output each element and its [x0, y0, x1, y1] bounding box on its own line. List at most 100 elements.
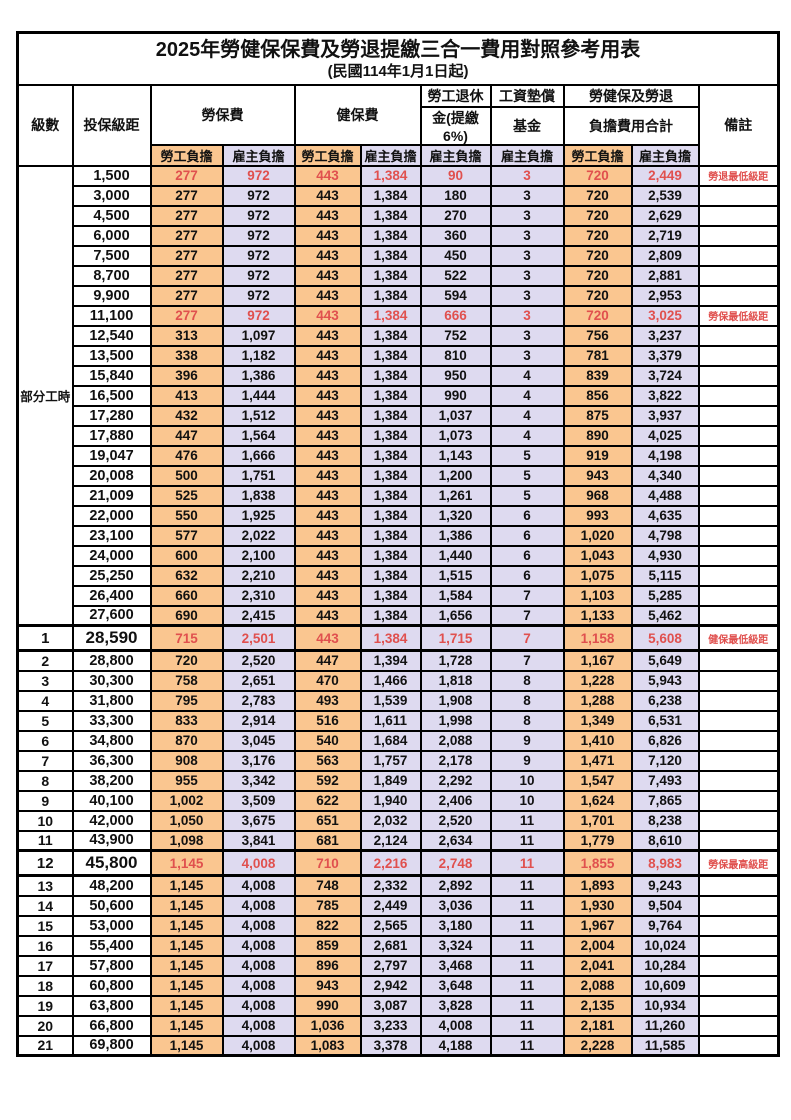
cell-health-fee-employer: 1,384	[359, 164, 422, 187]
cell-labor-fee-employee: 1,145	[149, 974, 224, 997]
cell-health-fee-employee: 443	[293, 244, 362, 267]
cell-labor-fee-employee: 277	[149, 204, 224, 227]
cell-total-employer: 6,826	[630, 729, 700, 752]
cell-wage-fund-employer: 11	[489, 954, 565, 977]
cell-wage-fund-employer: 3	[489, 304, 565, 327]
subheader-labor-employer-share: 雇主負擔	[221, 143, 296, 167]
col-header-health-insurance: 健保費	[293, 83, 422, 146]
cell-remark	[697, 1034, 780, 1057]
cell-wage-fund-employer: 11	[489, 849, 565, 877]
cell-wage-fund-employer: 7	[489, 584, 565, 607]
header-row-groups: 級數 投保級距 勞保費 健保費 勞工退休 工資墊償 勞健保及勞退 備註	[16, 83, 780, 167]
cell-labor-fee-employer: 2,022	[221, 524, 296, 547]
cell-health-fee-employer: 1,384	[359, 324, 422, 347]
cell-total-employee: 1,228	[562, 669, 633, 692]
cell-bracket: 15,840	[71, 364, 152, 387]
cell-labor-fee-employee: 1,145	[149, 1014, 224, 1037]
cell-labor-fee-employee: 277	[149, 304, 224, 327]
cell-health-fee-employee: 592	[293, 769, 362, 792]
cell-bracket: 28,800	[71, 649, 152, 672]
cell-pension-employer: 2,748	[419, 849, 492, 877]
cell-health-fee-employee: 443	[293, 444, 362, 467]
col-header-level: 級數	[16, 83, 74, 167]
cell-labor-fee-employer: 4,008	[221, 914, 296, 937]
table-row: 14 50,600 1,145 4,008 785 2,449 3,036 11 1,930 9,…	[16, 894, 780, 917]
cell-health-fee-employee: 443	[293, 524, 362, 547]
cell-health-fee-employer: 1,384	[359, 484, 422, 507]
cell-pension-employer: 3,324	[419, 934, 492, 957]
table-row: 7,500 277 972 443 1,384 450 3 720 2,809	[18, 244, 780, 267]
subheader-pension-employer-share: 雇主負擔	[419, 143, 492, 167]
cell-total-employer: 5,115	[630, 564, 700, 587]
cell-total-employer: 9,504	[630, 894, 700, 917]
cell-wage-fund-employer: 6	[489, 564, 565, 587]
cell-total-employer: 7,493	[630, 769, 700, 792]
cell-wage-fund-employer: 3	[489, 224, 565, 247]
cell-labor-fee-employer: 972	[221, 164, 296, 187]
cell-level: 5	[16, 709, 74, 732]
cell-total-employee: 1,020	[562, 524, 633, 547]
cell-pension-employer: 2,892	[419, 874, 492, 897]
cell-remark	[697, 544, 780, 567]
cell-labor-fee-employer: 3,675	[221, 809, 296, 832]
cell-total-employer: 2,953	[630, 284, 700, 307]
cell-pension-employer: 3,036	[419, 894, 492, 917]
cell-remark: 勞保最低級距	[697, 304, 780, 327]
cell-labor-fee-employer: 3,509	[221, 789, 296, 812]
cell-remark	[697, 994, 780, 1017]
cell-total-employer: 10,609	[630, 974, 700, 997]
cell-pension-employer: 4,188	[419, 1034, 492, 1057]
cell-wage-fund-employer: 4	[489, 424, 565, 447]
cell-total-employee: 1,349	[562, 709, 633, 732]
cell-bracket: 38,200	[71, 769, 152, 792]
cell-labor-fee-employer: 1,444	[221, 384, 296, 407]
cell-labor-fee-employer: 2,415	[221, 604, 296, 627]
cell-remark	[697, 974, 780, 997]
sheet: 2025年勞健保保費及勞退提繳三合一費用對照參考用表 (民國114年1月1日起)…	[16, 31, 781, 1057]
table-row: 4 31,800 795 2,783 493 1,539 1,908 8 1,288 6,238	[16, 689, 780, 712]
col-header-wage-fund-line1: 工資墊償	[489, 83, 565, 108]
table-row: 17,880 447 1,564 443 1,384 1,073 4 890 4,025	[18, 424, 780, 447]
cell-total-employee: 856	[562, 384, 633, 407]
cell-health-fee-employer: 2,449	[359, 894, 422, 917]
cell-remark	[697, 1014, 780, 1037]
cell-total-employee: 781	[562, 344, 633, 367]
cell-health-fee-employer: 1,384	[359, 504, 422, 527]
table-row: 5 33,300 833 2,914 516 1,611 1,998 8 1,349 6,531	[16, 709, 780, 732]
cell-wage-fund-employer: 7	[489, 649, 565, 672]
cell-bracket: 21,009	[71, 484, 152, 507]
cell-bracket: 19,047	[71, 444, 152, 467]
cell-bracket: 28,590	[71, 624, 152, 652]
cell-health-fee-employer: 2,565	[359, 914, 422, 937]
cell-level: 15	[16, 914, 74, 937]
cell-total-employee: 2,181	[562, 1014, 633, 1037]
table-row: 20,008 500 1,751 443 1,384 1,200 5 943 4,340	[18, 464, 780, 487]
cell-remark	[697, 809, 780, 832]
cell-health-fee-employer: 1,384	[359, 424, 422, 447]
cell-health-fee-employee: 563	[293, 749, 362, 772]
cell-labor-fee-employer: 3,045	[221, 729, 296, 752]
cell-health-fee-employer: 1,466	[359, 669, 422, 692]
cell-wage-fund-employer: 8	[489, 669, 565, 692]
cell-total-employer: 10,284	[630, 954, 700, 977]
cell-labor-fee-employer: 1,182	[221, 344, 296, 367]
cell-wage-fund-employer: 6	[489, 504, 565, 527]
cell-remark: 健保最低級距	[697, 624, 780, 652]
cell-total-employer: 5,649	[630, 649, 700, 672]
cell-health-fee-employee: 785	[293, 894, 362, 917]
cell-total-employee: 720	[562, 204, 633, 227]
cell-labor-fee-employer: 4,008	[221, 874, 296, 897]
table-row: 24,000 600 2,100 443 1,384 1,440 6 1,043 4,930	[18, 544, 780, 567]
cell-wage-fund-employer: 9	[489, 749, 565, 772]
col-header-wage-fund-line2: 基金	[489, 105, 565, 146]
cell-wage-fund-employer: 11	[489, 874, 565, 897]
cell-wage-fund-employer: 6	[489, 544, 565, 567]
table-row: 10 42,000 1,050 3,675 651 2,032 2,520 11 1,701 8,…	[16, 809, 780, 832]
cell-wage-fund-employer: 4	[489, 364, 565, 387]
cell-pension-employer: 666	[419, 304, 492, 327]
cell-labor-fee-employer: 1,512	[221, 404, 296, 427]
cell-total-employer: 4,798	[630, 524, 700, 547]
cell-health-fee-employee: 443	[293, 464, 362, 487]
cell-bracket: 69,800	[71, 1034, 152, 1057]
cell-labor-fee-employer: 1,925	[221, 504, 296, 527]
